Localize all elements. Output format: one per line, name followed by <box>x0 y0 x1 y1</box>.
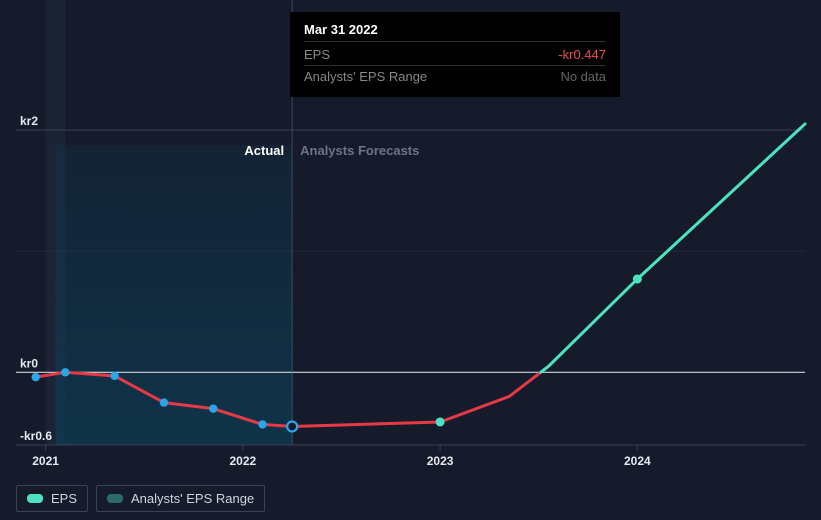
legend-eps-range[interactable]: Analysts' EPS Range <box>96 485 265 512</box>
legend-swatch-icon <box>27 494 43 503</box>
tooltip-row-label: EPS <box>304 47 330 62</box>
tooltip-row: EPS -kr0.447 <box>304 41 606 65</box>
svg-text:-kr0.6: -kr0.6 <box>20 429 52 443</box>
tooltip-row: Analysts' EPS Range No data <box>304 65 606 87</box>
svg-text:Analysts Forecasts: Analysts Forecasts <box>300 143 419 158</box>
legend-label: Analysts' EPS Range <box>131 491 254 506</box>
chart-tooltip: Mar 31 2022 EPS -kr0.447 Analysts' EPS Ran… <box>290 12 620 97</box>
svg-text:2024: 2024 <box>624 454 651 468</box>
svg-text:kr0: kr0 <box>20 356 38 370</box>
svg-text:2023: 2023 <box>427 454 454 468</box>
svg-text:kr2: kr2 <box>20 114 38 128</box>
svg-text:2022: 2022 <box>229 454 256 468</box>
svg-text:2021: 2021 <box>32 454 59 468</box>
legend-swatch-icon <box>107 494 123 503</box>
tooltip-title: Mar 31 2022 <box>304 22 606 37</box>
svg-text:Actual: Actual <box>244 143 284 158</box>
legend-label: EPS <box>51 491 77 506</box>
chart-legend: EPS Analysts' EPS Range <box>16 485 265 512</box>
legend-eps[interactable]: EPS <box>16 485 88 512</box>
eps-chart: kr2 kr0 -kr0.6 2021 2022 2023 2024 Actual Analys… <box>0 0 821 520</box>
tooltip-row-value: -kr0.447 <box>558 47 606 62</box>
tooltip-row-value: No data <box>560 69 606 84</box>
tooltip-row-label: Analysts' EPS Range <box>304 69 427 84</box>
